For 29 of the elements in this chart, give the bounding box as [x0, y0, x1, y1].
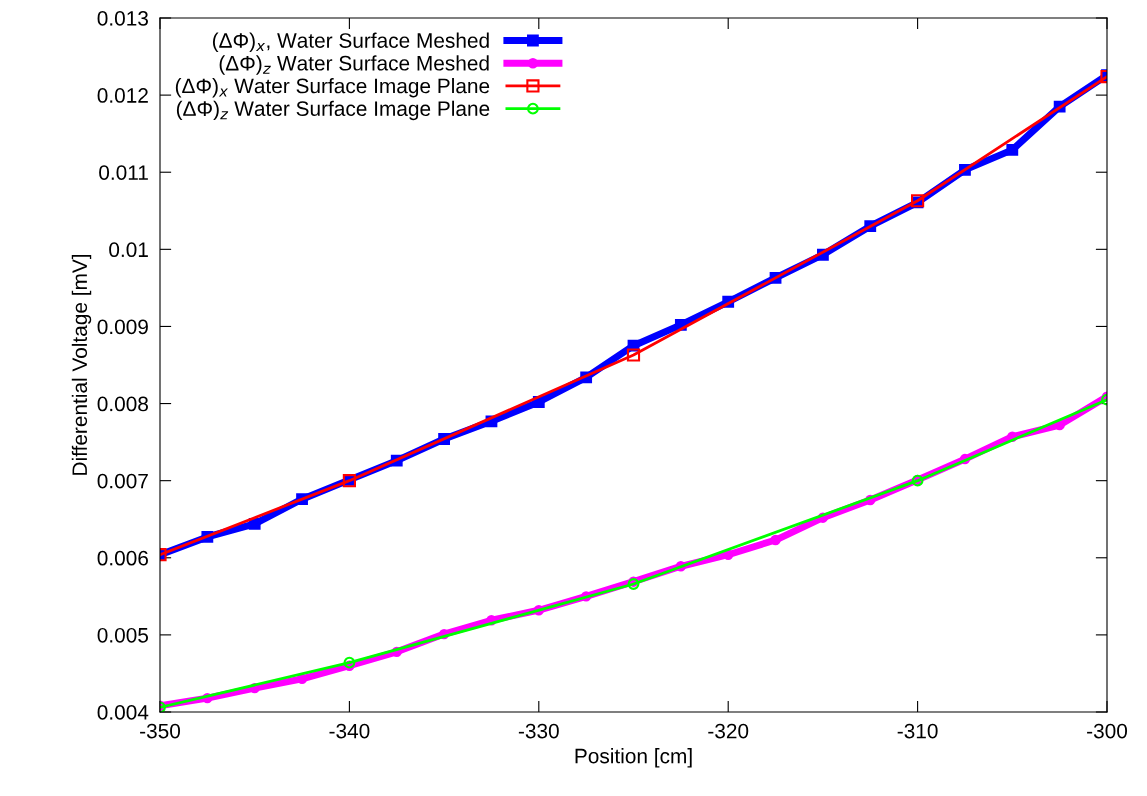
legend-label: (ΔΦ)$_{z}$ Water Surface Meshed [219, 55, 489, 75]
x-tick-label: -300 [1087, 723, 1128, 739]
point [770, 534, 781, 546]
x-tick-label: -340 [329, 723, 370, 739]
y-tick-label: 0.011 [99, 165, 148, 180]
y-axis-title: Differential Voltage [mV] [71, 254, 92, 475]
point [248, 517, 261, 530]
point [722, 549, 734, 560]
point [296, 673, 308, 685]
y-tick-label: 0.006 [97, 550, 148, 566]
y-tick-label: 0.008 [97, 396, 148, 412]
x-tick-label: -320 [708, 723, 749, 739]
legend-label: (ΔΦ)$_{z}$ Water Surface Image Plane [176, 100, 490, 121]
point [1006, 143, 1019, 156]
y-tick-label: 0.009 [97, 319, 148, 335]
x-tick-label: -310 [897, 723, 938, 739]
legend-label: (ΔΦ)$_{x}$ Water Surface Image Plane [175, 78, 490, 98]
point [343, 656, 356, 669]
point [626, 348, 641, 362]
y-tick-label: 0.01 [109, 242, 148, 258]
y-tick-label: 0.004 [97, 705, 149, 720]
x-axis-title: Position [cm] [575, 748, 692, 768]
y-tick-label: 0.012 [97, 88, 148, 103]
y-tick-label: 0.005 [97, 627, 149, 643]
x-tick-label: -350 [140, 723, 181, 739]
y-tick-label: 0.013 [97, 11, 148, 26]
y-tick-label: 0.007 [97, 473, 148, 489]
x-tick-label: -330 [518, 723, 559, 739]
legend-label: (ΔΦ)$_{x}$, Water Surface Meshed [212, 32, 489, 52]
